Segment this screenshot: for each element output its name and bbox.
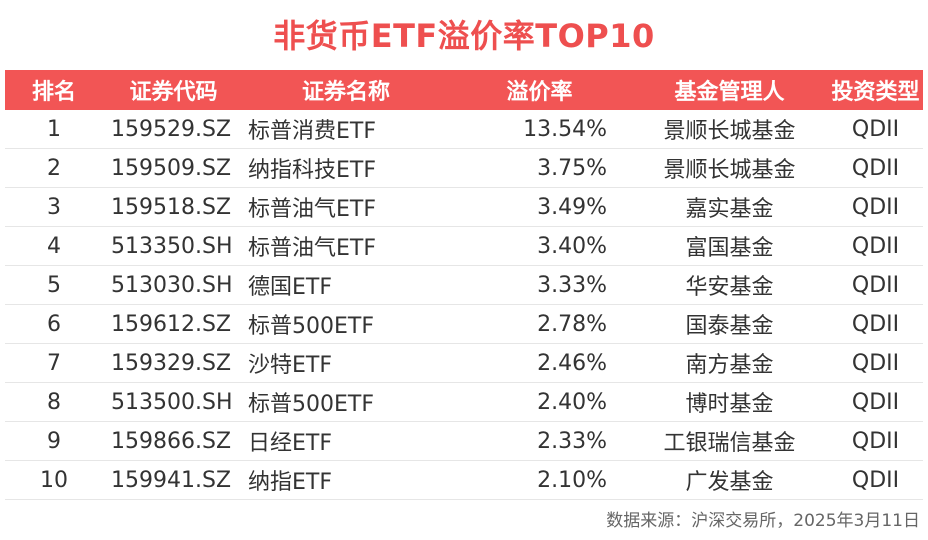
code-cell: 159518.SZ — [103, 187, 244, 227]
name-cell: 标普油气ETF — [244, 226, 448, 266]
manager-cell: 工银瑞信基金 — [631, 421, 828, 461]
name-cell: 纳指科技ETF — [244, 148, 448, 188]
manager-cell: 富国基金 — [631, 226, 828, 266]
column-header-code: 证券代码 — [103, 70, 244, 110]
type-cell: QDII — [828, 187, 923, 227]
premium-cell: 2.40% — [448, 382, 631, 422]
type-cell: QDII — [828, 304, 923, 344]
table-row: 2 159509.SZ 纳指科技ETF 3.75% 景顺长城基金 QDII — [5, 148, 923, 188]
table-row: 10 159941.SZ 纳指ETF 2.10% 广发基金 QDII — [5, 460, 923, 500]
column-header-name: 证券名称 — [244, 70, 448, 110]
manager-cell: 广发基金 — [631, 460, 828, 500]
table-row: 4 513350.SH 标普油气ETF 3.40% 富国基金 QDII — [5, 226, 923, 266]
premium-cell: 3.49% — [448, 187, 631, 227]
table-row: 1 159529.SZ 标普消费ETF 13.54% 景顺长城基金 QDII — [5, 110, 923, 149]
type-cell: QDII — [828, 148, 923, 188]
premium-table: 排名 证券代码 证券名称 溢价率 基金管理人 投资类型 1 159529.SZ 标普… — [5, 70, 923, 500]
rank-cell: 4 — [5, 226, 103, 266]
column-header-rank: 排名 — [5, 70, 103, 110]
manager-cell: 嘉实基金 — [631, 187, 828, 227]
table-row: 8 513500.SH 标普500ETF 2.40% 博时基金 QDII — [5, 382, 923, 422]
table-row: 5 513030.SH 德国ETF 3.33% 华安基金 QDII — [5, 265, 923, 305]
code-cell: 159509.SZ — [103, 148, 244, 188]
name-cell: 沙特ETF — [244, 343, 448, 383]
code-cell: 159612.SZ — [103, 304, 244, 344]
type-cell: QDII — [828, 382, 923, 422]
premium-cell: 3.33% — [448, 265, 631, 305]
premium-cell: 2.10% — [448, 460, 631, 500]
premium-cell: 2.33% — [448, 421, 631, 461]
premium-cell: 2.46% — [448, 343, 631, 383]
table-header-row: 排名 证券代码 证券名称 溢价率 基金管理人 投资类型 — [5, 70, 923, 110]
manager-cell: 博时基金 — [631, 382, 828, 422]
name-cell: 日经ETF — [244, 421, 448, 461]
rank-cell: 10 — [5, 460, 103, 500]
code-cell: 513030.SH — [103, 265, 244, 305]
manager-cell: 国泰基金 — [631, 304, 828, 344]
rank-cell: 3 — [5, 187, 103, 227]
manager-cell: 景顺长城基金 — [631, 110, 828, 149]
code-cell: 159329.SZ — [103, 343, 244, 383]
rank-cell: 2 — [5, 148, 103, 188]
rank-cell: 7 — [5, 343, 103, 383]
table-row: 9 159866.SZ 日经ETF 2.33% 工银瑞信基金 QDII — [5, 421, 923, 461]
manager-cell: 南方基金 — [631, 343, 828, 383]
type-cell: QDII — [828, 421, 923, 461]
code-cell: 513350.SH — [103, 226, 244, 266]
column-header-premium: 溢价率 — [448, 70, 631, 110]
chart-title: 非货币ETF溢价率TOP10 — [273, 17, 655, 55]
name-cell: 德国ETF — [244, 265, 448, 305]
type-cell: QDII — [828, 343, 923, 383]
type-cell: QDII — [828, 110, 923, 149]
type-cell: QDII — [828, 460, 923, 500]
code-cell: 159529.SZ — [103, 110, 244, 149]
column-header-manager: 基金管理人 — [631, 70, 828, 110]
table-row: 6 159612.SZ 标普500ETF 2.78% 国泰基金 QDII — [5, 304, 923, 344]
rank-cell: 5 — [5, 265, 103, 305]
premium-cell: 3.75% — [448, 148, 631, 188]
code-cell: 513500.SH — [103, 382, 244, 422]
table-row: 7 159329.SZ 沙特ETF 2.46% 南方基金 QDII — [5, 343, 923, 383]
name-cell: 纳指ETF — [244, 460, 448, 500]
name-cell: 标普油气ETF — [244, 187, 448, 227]
table-body: 1 159529.SZ 标普消费ETF 13.54% 景顺长城基金 QDII 2 159509… — [5, 110, 923, 500]
manager-cell: 华安基金 — [631, 265, 828, 305]
code-cell: 159941.SZ — [103, 460, 244, 500]
rank-cell: 9 — [5, 421, 103, 461]
rank-cell: 6 — [5, 304, 103, 344]
premium-cell: 3.40% — [448, 226, 631, 266]
name-cell: 标普500ETF — [244, 382, 448, 422]
manager-cell: 景顺长城基金 — [631, 148, 828, 188]
type-cell: QDII — [828, 265, 923, 305]
source-note: 数据来源：沪深交易所，2025年3月11日 — [606, 511, 920, 531]
column-header-type: 投资类型 — [828, 70, 923, 110]
rank-cell: 1 — [5, 110, 103, 149]
code-cell: 159866.SZ — [103, 421, 244, 461]
table-row: 3 159518.SZ 标普油气ETF 3.49% 嘉实基金 QDII — [5, 187, 923, 227]
type-cell: QDII — [828, 226, 923, 266]
rank-cell: 8 — [5, 382, 103, 422]
premium-cell: 13.54% — [448, 110, 631, 149]
name-cell: 标普消费ETF — [244, 110, 448, 149]
name-cell: 标普500ETF — [244, 304, 448, 344]
premium-cell: 2.78% — [448, 304, 631, 344]
